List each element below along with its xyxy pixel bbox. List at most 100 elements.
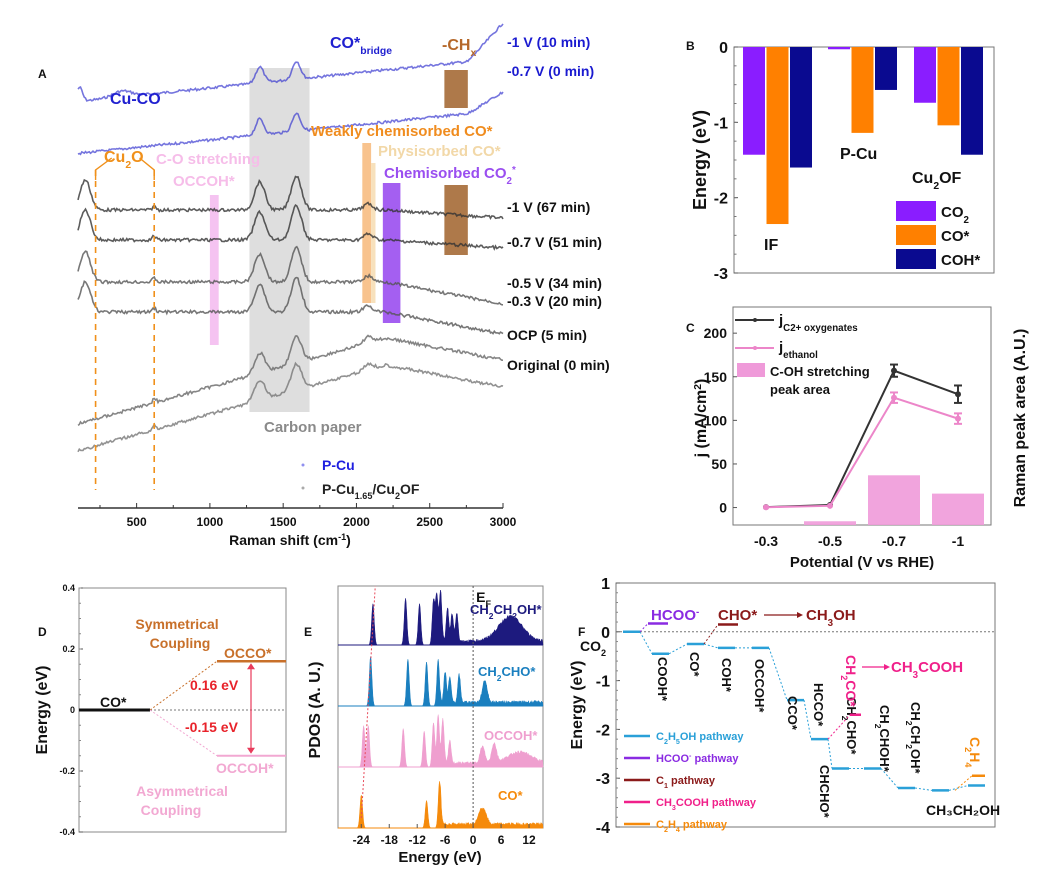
text-span: COOH xyxy=(918,659,963,676)
text-span: OH xyxy=(833,607,856,624)
legend-marker xyxy=(753,346,757,350)
product-label-ch3oh: CH3OH xyxy=(806,607,856,629)
text-span: 2 xyxy=(840,716,850,721)
annotation-phys-co: Physisorbed CO* xyxy=(378,143,501,160)
text-span: j xyxy=(693,453,710,458)
y-tick-label: 0.2 xyxy=(62,644,75,654)
x-tick-label: 3000 xyxy=(490,515,517,529)
pdos-series-label: CO* xyxy=(498,788,524,803)
spectrum-line xyxy=(77,23,504,102)
text-span: CO* xyxy=(498,788,524,803)
text-span: OH* xyxy=(908,749,923,775)
text-span: COH* xyxy=(719,658,734,693)
annotation-chem-co2: Chemisorbed CO2* xyxy=(384,165,516,187)
y-axis-title: Energy (eV) xyxy=(690,110,710,210)
text-span: CH xyxy=(493,602,512,617)
text-span: 3 xyxy=(828,618,834,629)
legend-label: C-OH stretching xyxy=(770,364,870,379)
bar-coh xyxy=(961,47,983,155)
x-axis-title: Potential (V vs RHE) xyxy=(790,554,934,571)
text-span: OCCOH* xyxy=(752,659,767,713)
pdos-series-label: CH2CHO* xyxy=(478,664,536,683)
text-span: CHO* xyxy=(501,664,536,679)
legend-swatch xyxy=(737,363,765,377)
annotation-asymmetrical: Asymmetrical xyxy=(136,783,228,799)
y-axis-title-right: Raman peak area (A.U.) xyxy=(1012,329,1029,508)
legend-label: HCOO- pathway xyxy=(656,752,739,765)
x-tick-label: -18 xyxy=(381,833,399,847)
branch-label-cho: CHO* xyxy=(718,607,757,624)
y-tick-label: 0 xyxy=(719,40,728,57)
annotation-co-bridge: CO*bridge xyxy=(330,35,392,57)
text-span: 2 xyxy=(125,160,131,171)
text-span: 2 xyxy=(839,675,849,680)
text-span: CO* xyxy=(843,680,859,707)
y-tick-label: -3 xyxy=(714,266,728,283)
annotation-symmetrical: Symmetrical xyxy=(135,616,218,632)
x-tick-label: -6 xyxy=(440,833,451,847)
legend-label: jethanol xyxy=(778,339,818,361)
y-axis-title: Energy (eV) xyxy=(34,666,51,755)
text-span: 2 xyxy=(497,673,502,683)
panel-d: 0.4 0.2 0 -0.2 -0.4 Energy (eV) CO* OCCO* OCCOH*… xyxy=(34,583,287,837)
y-tick-label: 0 xyxy=(601,625,610,642)
cu2o-arrow xyxy=(94,157,113,180)
connector-sym xyxy=(149,660,218,711)
text-span: - xyxy=(696,607,699,618)
text-span: 2 xyxy=(933,181,939,192)
text-span: CH xyxy=(877,705,892,724)
text-span: Cu xyxy=(104,149,125,166)
text-span: CH xyxy=(806,607,828,624)
legend-label: C1 pathway xyxy=(656,775,716,790)
spectrum-line xyxy=(77,203,504,251)
spectrum-label: -0.3 V (20 min) xyxy=(507,293,602,309)
y-tick-label: -4 xyxy=(596,820,610,837)
panel-c: 0 50 100 150 200 -0.3 -0.5 -0.7 -1 Potential (V v… xyxy=(693,306,1029,571)
legend-marker-p-cu-cu2of xyxy=(301,486,305,490)
text-span: 3 xyxy=(672,804,676,812)
step-label: COOH* xyxy=(655,657,670,702)
text-span: 2 xyxy=(664,826,668,834)
step-connector xyxy=(639,631,653,654)
legend-label: C2H5OH pathway xyxy=(656,731,744,746)
x-tick-label: 12 xyxy=(522,833,536,847)
step-connector xyxy=(914,787,933,791)
arrow-head-up xyxy=(247,663,255,670)
y-tick-label: 150 xyxy=(704,369,728,385)
text-span: ) xyxy=(693,379,710,384)
text-span: C xyxy=(656,775,664,787)
legend-label: CH3COOH pathway xyxy=(656,797,757,812)
text-span: Cu xyxy=(912,170,933,187)
bar-co xyxy=(766,47,789,225)
step-connector xyxy=(880,768,899,789)
text-span: 2 xyxy=(873,724,883,729)
legend-marker-p-cu xyxy=(301,463,305,467)
x-axis-title: Raman shift (cm-1) xyxy=(229,532,351,548)
branch-connector xyxy=(703,624,719,645)
plot-frame xyxy=(615,582,996,828)
text-span: OF xyxy=(939,170,961,187)
y-tick-label: -0.4 xyxy=(59,827,75,837)
step-connector xyxy=(827,739,833,769)
spectrum-line xyxy=(77,334,503,426)
branch-connector xyxy=(639,623,649,633)
text-span: 2 xyxy=(693,384,704,390)
y-tick-label: 200 xyxy=(704,325,728,341)
spectrum-label: -0.7 V (51 min) xyxy=(507,234,602,250)
band-weak-co xyxy=(362,143,372,303)
category-label: P-Cu xyxy=(840,146,877,163)
step-label: HCCO* xyxy=(811,683,826,727)
step-connector xyxy=(668,643,688,655)
band-chx-top xyxy=(444,70,468,108)
y-tick-label: 0 xyxy=(719,500,727,516)
bar-coh xyxy=(790,47,812,168)
text-span: CH xyxy=(891,659,913,676)
band-phys-co xyxy=(371,163,376,303)
x-axis-title: Energy (eV) xyxy=(398,849,481,866)
bar-c-oh-peak-area xyxy=(804,521,856,525)
annotation-cu-co: Cu-CO xyxy=(110,91,161,108)
text-span: P-Cu xyxy=(322,481,355,497)
data-point xyxy=(827,502,833,509)
spectrum-line xyxy=(77,245,504,306)
x-tick-label: 0 xyxy=(470,833,477,847)
